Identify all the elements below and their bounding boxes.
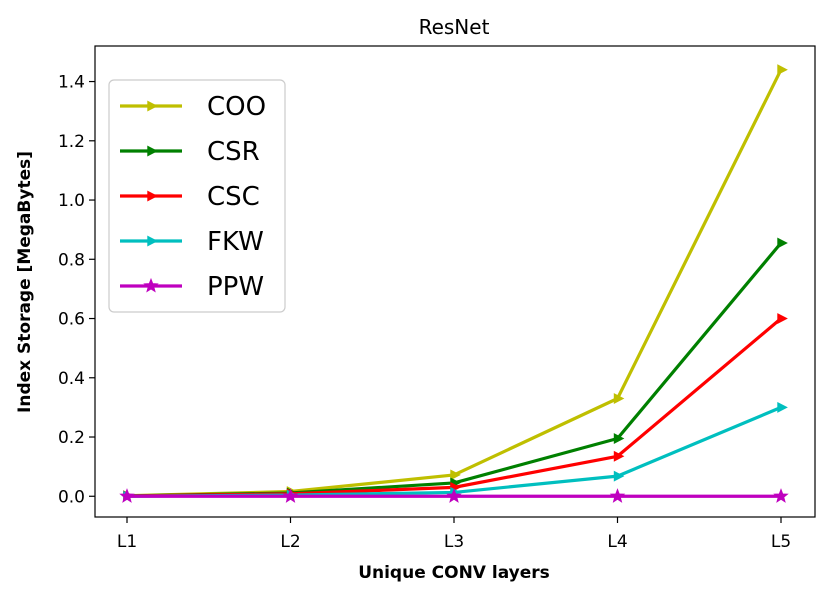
x-axis-label: Unique CONV layers <box>358 563 550 583</box>
y-tick-label: 1.0 <box>58 191 85 211</box>
legend-marker-coo <box>147 100 158 112</box>
data-point-ppw <box>282 488 299 503</box>
legend-item-ppw: PPW <box>120 272 264 302</box>
x-tick-label: L1 <box>117 532 137 552</box>
data-point-ppw <box>773 488 789 503</box>
series-line-csc <box>126 317 783 498</box>
data-point-fkw <box>777 401 788 413</box>
legend-marker-ppw <box>143 277 159 293</box>
legend-marker-csr <box>147 145 158 157</box>
y-axis: 0.0 0.2 0.4 0.6 0.8 1.0 1.2 1.4 <box>58 73 95 507</box>
legend-label-coo: COO <box>207 92 266 122</box>
plot-series <box>119 64 789 503</box>
x-tick-label: L2 <box>280 532 300 552</box>
y-tick-label: 1.2 <box>58 132 85 152</box>
y-tick-label: 0.0 <box>58 487 85 507</box>
legend-label-fkw: FKW <box>207 227 264 257</box>
data-point-coo <box>450 469 461 481</box>
series-ppw <box>119 488 789 503</box>
y-tick-label: 1.4 <box>58 73 85 93</box>
y-tick-label: 0.4 <box>58 369 85 389</box>
legend-box <box>108 79 286 313</box>
legend-marker-csc <box>147 190 158 202</box>
y-tick-label: 0.8 <box>58 250 85 270</box>
legend: COO CSR CSC FKW PPW <box>108 79 286 313</box>
legend-item-csr: CSR <box>120 137 260 167</box>
x-tick-label: L3 <box>444 532 464 552</box>
plot-frame <box>94 45 816 518</box>
x-tick-label: L5 <box>771 532 791 552</box>
data-point-ppw <box>609 488 626 503</box>
legend-item-coo: COO <box>120 92 266 122</box>
legend-item-fkw: FKW <box>120 227 264 257</box>
legend-label-ppw: PPW <box>207 272 264 302</box>
data-point-coo <box>777 64 788 76</box>
data-point-fkw <box>613 470 625 482</box>
x-tick-label: L4 <box>607 532 627 552</box>
data-point-csc <box>613 450 625 462</box>
data-point-ppw <box>446 488 462 503</box>
data-point-coo <box>613 393 625 404</box>
chart-title: ResNet <box>419 15 490 39</box>
y-tick-label: 0.6 <box>58 310 85 330</box>
data-point-csr <box>613 433 625 444</box>
legend-marker-fkw <box>147 235 158 247</box>
legend-label-csr: CSR <box>207 137 260 167</box>
legend-label-csc: CSC <box>207 182 260 212</box>
data-point-csr <box>777 237 788 249</box>
data-point-csc <box>777 313 788 324</box>
data-point-ppw <box>119 488 135 503</box>
legend-item-csc: CSC <box>120 182 260 212</box>
y-axis-label: Index Storage [MegaBytes] <box>15 151 35 413</box>
x-axis: L1 L2 L3 L4 L5 <box>117 517 791 552</box>
y-tick-label: 0.2 <box>58 428 85 448</box>
